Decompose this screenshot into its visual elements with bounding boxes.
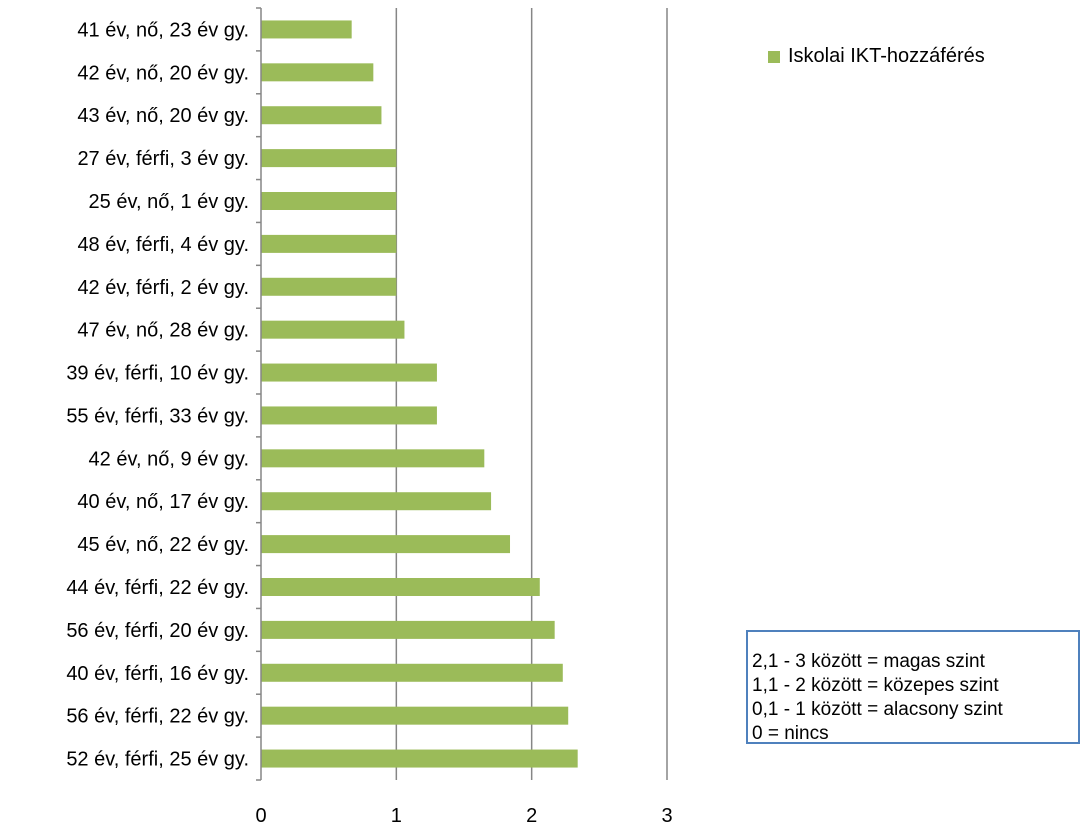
note-line-medium: 1,1 - 2 között = közepes szint: [752, 675, 999, 696]
category-label-8: 39 év, férfi, 10 év gy.: [66, 363, 249, 385]
category-label-10: 42 év, nő, 9 év gy.: [89, 448, 249, 470]
bar-5: [261, 234, 397, 253]
bar-3: [261, 149, 397, 168]
category-label-11: 40 év, nő, 17 év gy.: [77, 491, 249, 513]
category-label-9: 55 év, férfi, 33 év gy.: [66, 405, 249, 427]
category-label-5: 48 év, férfi, 4 év gy.: [77, 234, 249, 256]
bar-12: [261, 535, 511, 554]
bar-2: [261, 106, 382, 125]
category-label-7: 47 év, nő, 28 év gy.: [77, 320, 249, 342]
category-label-15: 40 év, férfi, 16 év gy.: [66, 663, 249, 685]
legend-label: Iskolai IKT-hozzáférés: [788, 45, 985, 67]
bar-7: [261, 320, 405, 339]
bar-15: [261, 663, 563, 682]
bar-14: [261, 620, 555, 639]
x-tick-label-0: 0: [255, 805, 266, 827]
bar-0: [261, 20, 352, 39]
bar-4: [261, 192, 397, 210]
bar-11: [261, 492, 492, 511]
note-line-high: 2,1 - 3 között = magas szint: [752, 651, 985, 672]
category-label-3: 27 év, férfi, 3 év gy.: [77, 148, 249, 170]
x-tick-label-2: 2: [526, 805, 537, 827]
legend: Iskolai IKT-hozzáférés: [768, 45, 985, 68]
x-tick-label-3: 3: [661, 805, 672, 827]
bar-6: [261, 277, 397, 296]
category-label-12: 45 év, nő, 22 év gy.: [77, 534, 249, 556]
category-label-4: 25 év, nő, 1 év gy.: [89, 191, 249, 213]
category-label-0: 41 év, nő, 23 év gy.: [77, 19, 249, 41]
category-label-16: 56 év, férfi, 22 év gy.: [66, 706, 249, 728]
x-tick-label-1: 1: [391, 805, 402, 827]
note-line-none: 0 = nincs: [752, 723, 829, 744]
bar-17: [261, 749, 578, 768]
category-label-2: 43 év, nő, 20 év gy.: [77, 105, 249, 127]
category-label-17: 52 év, férfi, 25 év gy.: [66, 749, 249, 771]
scale-note-box: 2,1 - 3 között = magas szint 1,1 - 2 köz…: [746, 630, 1080, 744]
category-label-1: 42 év, nő, 20 év gy.: [77, 62, 249, 84]
bar-10: [261, 449, 485, 468]
bar-8: [261, 363, 437, 382]
category-label-13: 44 év, férfi, 22 év gy.: [66, 577, 249, 599]
category-label-14: 56 év, férfi, 20 év gy.: [66, 620, 249, 642]
bar-13: [261, 578, 540, 596]
note-line-low: 0,1 - 1 között = alacsony szint: [752, 699, 1003, 720]
bar-9: [261, 406, 437, 425]
category-label-6: 42 év, férfi, 2 év gy.: [77, 277, 249, 299]
bar-16: [261, 706, 569, 725]
legend-swatch: [768, 50, 780, 63]
bar-1: [261, 63, 374, 82]
